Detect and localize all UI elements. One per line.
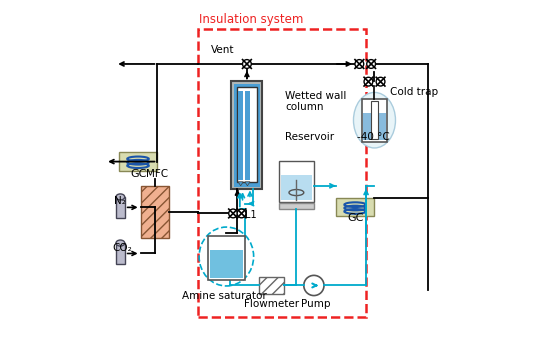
Ellipse shape [304,275,324,295]
Ellipse shape [376,77,385,86]
Ellipse shape [116,194,125,200]
Text: N₂: N₂ [114,196,125,206]
Ellipse shape [364,77,373,86]
Bar [208,237,245,280]
Bar [259,277,283,294]
Ellipse shape [229,209,237,218]
Ellipse shape [116,240,125,246]
Ellipse shape [237,209,246,218]
Polygon shape [238,182,243,186]
Ellipse shape [242,59,251,68]
Bar [119,152,158,171]
Text: Reservoir: Reservoir [286,132,334,142]
Bar [336,198,375,216]
Bar [238,91,243,180]
Bar [198,29,366,317]
Bar [363,113,386,140]
Bar [281,175,312,200]
Bar [279,161,314,202]
Text: Flowmeter: Flowmeter [245,299,299,309]
Bar [234,83,260,187]
Bar [116,197,125,218]
Text: Insulation system: Insulation system [200,13,304,26]
Bar [210,250,243,279]
Text: -40 °C: -40 °C [357,132,389,142]
Text: GC: GC [348,213,364,223]
Bar [245,91,250,180]
Bar [141,186,169,238]
Text: MFC: MFC [146,169,168,179]
Text: Amine saturator: Amine saturator [182,291,267,300]
Text: Pump: Pump [301,299,330,309]
Ellipse shape [366,59,375,68]
Ellipse shape [353,92,395,148]
Bar [362,99,387,142]
Text: Cold trap: Cold trap [389,87,438,97]
Polygon shape [245,182,250,186]
Bar [371,101,378,139]
Text: GC: GC [131,169,147,179]
Text: CO₂: CO₂ [112,243,132,254]
Bar [231,81,263,189]
Ellipse shape [355,59,364,68]
Bar [279,203,314,210]
Bar [116,243,125,264]
Text: Wetted wall
column: Wetted wall column [286,91,347,113]
Text: L1: L1 [245,210,257,220]
Bar [237,87,257,183]
Text: Vent: Vent [211,45,235,55]
